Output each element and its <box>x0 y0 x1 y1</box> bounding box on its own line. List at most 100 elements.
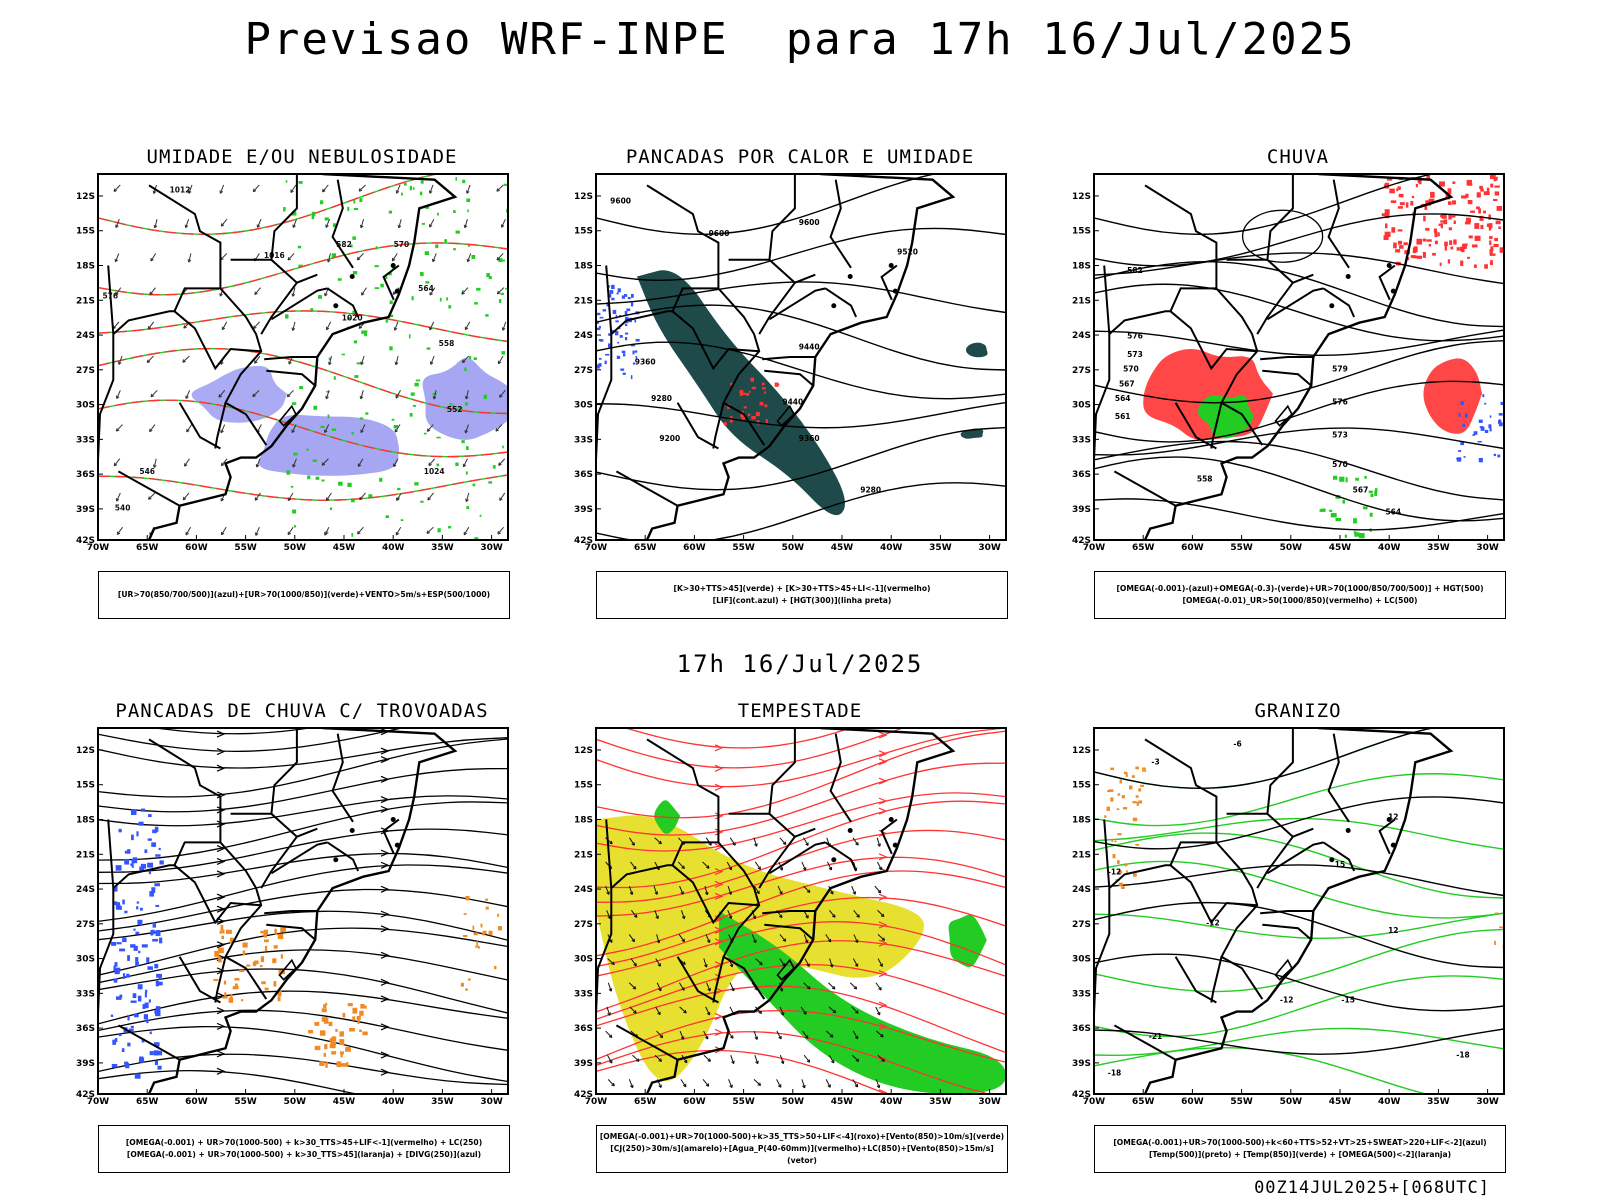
humidity-green <box>326 390 330 393</box>
green-contour <box>98 174 440 235</box>
wind-vector <box>360 355 365 365</box>
wind-vector <box>727 885 732 895</box>
vector-head <box>256 224 261 228</box>
humidity-green <box>432 392 437 395</box>
vector-head <box>854 939 859 943</box>
streamline <box>98 864 508 923</box>
wind-vector <box>605 837 613 845</box>
thunder-orange <box>480 923 483 928</box>
lon-label: 30W <box>480 1097 503 1107</box>
humidity-green <box>389 346 393 351</box>
wind-vector <box>256 458 261 468</box>
stream-arrow <box>216 845 226 853</box>
thunder-orange <box>263 932 267 938</box>
wind-vector <box>292 219 297 228</box>
humidity-green <box>374 287 380 289</box>
rain-green <box>1353 518 1357 524</box>
vector-head <box>707 1058 711 1062</box>
streamline <box>98 888 508 932</box>
lat-label: 18S <box>574 262 593 272</box>
wind-vector <box>852 1030 859 1040</box>
thunder-orange <box>329 1038 335 1043</box>
vector-head <box>805 842 809 846</box>
humidity-green <box>380 283 384 288</box>
border-line <box>260 282 298 335</box>
vector-head <box>757 866 761 870</box>
thunder-orange <box>319 1030 326 1036</box>
wind-vector <box>252 389 260 397</box>
humidity-green <box>411 296 414 301</box>
humidity-green <box>353 200 356 204</box>
coastline <box>645 174 956 540</box>
rain-red <box>1489 236 1493 239</box>
vector-head <box>220 429 224 434</box>
divg-blue <box>119 948 126 952</box>
lake <box>390 817 396 822</box>
vector-head <box>429 224 433 228</box>
rain-red <box>1448 227 1452 231</box>
humidity-green <box>476 287 481 291</box>
divg-blue <box>144 1002 149 1009</box>
vector-head <box>779 914 783 919</box>
hgt300-contour <box>596 227 1006 281</box>
rain-red <box>1490 183 1494 188</box>
wind-green <box>719 911 1006 1094</box>
omega-orange <box>1125 772 1128 777</box>
wind-vector <box>630 958 637 967</box>
humidity-green <box>500 292 504 296</box>
wind-vector <box>462 458 468 468</box>
lif-blue <box>621 350 626 354</box>
omega-orange <box>1106 806 1110 811</box>
thunder-orange <box>465 896 470 901</box>
lat-label: 12S <box>76 192 95 202</box>
humidity-green <box>505 287 508 290</box>
vector-head <box>633 1010 637 1014</box>
divg-blue <box>127 955 130 961</box>
li-red <box>755 411 760 417</box>
divg-blue <box>114 1038 118 1043</box>
vector-head <box>880 913 885 918</box>
humidity-green <box>448 526 452 529</box>
vector-head <box>706 939 711 944</box>
lif-blue <box>608 285 611 288</box>
vector-head <box>728 866 733 871</box>
li-red <box>743 406 747 409</box>
humidity-blue <box>258 414 400 476</box>
streamline <box>98 927 508 976</box>
wind-vector <box>728 1079 733 1088</box>
rain-red <box>1428 243 1432 247</box>
lif-blue <box>616 355 621 359</box>
omega-orange <box>1135 766 1139 770</box>
vector-head <box>659 1034 664 1039</box>
vector-head <box>707 987 711 992</box>
vector-head <box>429 361 434 365</box>
stream-arrow <box>380 925 390 933</box>
vector-head <box>396 497 400 501</box>
vector-head <box>683 1059 688 1064</box>
wind-vector <box>654 861 660 871</box>
stream-arrow <box>380 775 390 783</box>
hgt500-contour <box>1094 380 1504 443</box>
legend-line: [CJ(250)>30m/s](amarelo)+[Agua_P(40-60mm… <box>610 1144 994 1165</box>
lat-label: 24S <box>574 885 593 895</box>
stream-arrow <box>380 827 390 835</box>
hgt500-contour <box>1094 427 1504 456</box>
border-line <box>1108 864 1258 925</box>
rain-blue <box>1489 427 1492 432</box>
border-line <box>768 728 816 838</box>
rain-green <box>1339 476 1345 482</box>
wind-vector <box>654 910 659 919</box>
vector-head <box>325 224 329 228</box>
humidity-blue <box>191 365 287 423</box>
vector-head <box>146 359 151 364</box>
lon-label: 35W <box>1427 1097 1450 1107</box>
divg-blue <box>154 883 161 887</box>
wind-vector <box>254 492 261 501</box>
vector-head <box>830 891 834 895</box>
divg-blue <box>139 1056 144 1062</box>
wind-vector <box>396 492 402 501</box>
stream-arrow <box>714 880 724 888</box>
divg-blue <box>132 857 138 864</box>
vector-head <box>325 497 330 501</box>
rain-red <box>1479 215 1484 221</box>
